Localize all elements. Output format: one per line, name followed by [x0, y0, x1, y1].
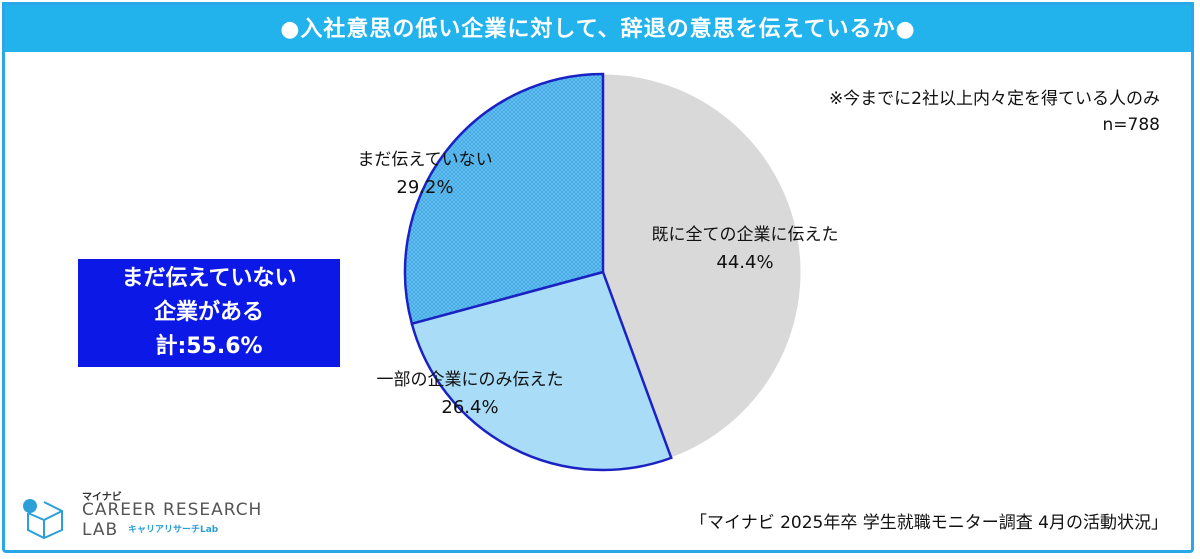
callout-total: 計:55.6%	[155, 334, 263, 359]
callout-line-2: 企業がある	[153, 300, 264, 325]
slice-value-label: 29.2%	[396, 177, 453, 198]
slice-label: まだ伝えていない	[357, 150, 492, 170]
slice-told-all	[602, 73, 802, 459]
slice-value-label: 26.4%	[441, 397, 498, 418]
logo-wordmark: CAREER RESEARCH LAB	[82, 500, 262, 540]
pie-labels: 既に全ての企業に伝えた 44.4% 一部の企業にのみ伝えた 26.4% まだ伝えていない…	[357, 150, 838, 418]
slice-not-yet	[403, 72, 605, 326]
chart-frame	[2, 2, 1194, 553]
sample-size: n=788	[1102, 115, 1160, 135]
slice-told-some	[410, 270, 673, 472]
pie-slices	[403, 72, 802, 472]
slice-label: 一部の企業にのみ伝えた	[377, 370, 564, 390]
logo-subtitle: キャリアリサーチLab	[128, 525, 219, 535]
source-citation: 「マイナビ 2025年卒 学生就職モニター調査 4月の活動状況」	[690, 513, 1168, 533]
sample-note: ※今までに2社以上内々定を得ている人のみ n=788	[829, 86, 1160, 138]
slice-value-label: 44.4%	[716, 252, 773, 273]
slice-label: 既に全ての企業に伝えた	[652, 225, 839, 245]
logo-line-1: CAREER RESEARCH	[82, 500, 263, 520]
callout-line-1: まだ伝えていない	[121, 266, 297, 291]
logo-line-2: LAB	[82, 520, 119, 540]
logo-brand: マイナビ	[82, 492, 122, 503]
cube-logo-icon	[23, 499, 63, 540]
chart-title: ●入社意思の低い企業に対して、辞退の意思を伝えているか●	[2, 2, 1194, 52]
summary-callout: まだ伝えていない 企業がある 計:55.6%	[78, 259, 340, 367]
career-research-lab-logo: マイナビ CAREER RESEARCH LAB キャリアリサーチLab	[16, 484, 286, 546]
sample-note-condition: ※今までに2社以上内々定を得ている人のみ	[828, 89, 1160, 109]
